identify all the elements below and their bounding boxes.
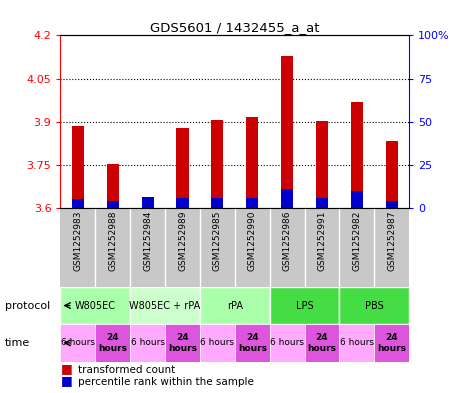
Bar <box>339 324 374 362</box>
Text: GSM1252984: GSM1252984 <box>143 211 152 271</box>
Text: protocol: protocol <box>5 301 50 310</box>
Text: 6 hours: 6 hours <box>340 338 374 347</box>
Bar <box>176 198 189 208</box>
Text: GSM1252991: GSM1252991 <box>318 211 326 271</box>
Text: ■: ■ <box>60 362 72 375</box>
Bar <box>176 128 189 208</box>
Text: LPS: LPS <box>296 301 313 310</box>
Bar <box>200 287 270 324</box>
Text: 24
hours: 24 hours <box>98 333 127 353</box>
Text: W805EC: W805EC <box>75 301 116 310</box>
Bar <box>106 201 119 208</box>
Bar <box>385 201 398 208</box>
Bar <box>385 141 398 208</box>
Text: PBS: PBS <box>365 301 384 310</box>
Text: 6 hours: 6 hours <box>270 338 304 347</box>
Bar <box>270 287 339 324</box>
Bar <box>141 197 154 208</box>
Bar <box>95 324 130 362</box>
Text: 24
hours: 24 hours <box>307 333 337 353</box>
Bar <box>130 324 165 362</box>
Bar <box>351 102 363 208</box>
Text: GSM1252983: GSM1252983 <box>73 211 82 271</box>
Bar <box>211 198 224 208</box>
Bar <box>270 324 305 362</box>
Text: GSM1252987: GSM1252987 <box>387 211 396 271</box>
Bar <box>339 287 409 324</box>
Text: rPA: rPA <box>227 301 243 310</box>
Bar <box>72 199 84 208</box>
Bar <box>316 198 328 208</box>
Text: transformed count: transformed count <box>78 365 175 375</box>
Text: 24
hours: 24 hours <box>168 333 197 353</box>
Title: GDS5601 / 1432455_a_at: GDS5601 / 1432455_a_at <box>150 21 319 34</box>
Bar <box>246 117 259 208</box>
Text: W805EC + rPA: W805EC + rPA <box>129 301 201 310</box>
Bar <box>305 324 339 362</box>
Text: 6 hours: 6 hours <box>200 338 234 347</box>
Bar <box>235 324 270 362</box>
Text: ■: ■ <box>60 374 72 387</box>
Text: GSM1252985: GSM1252985 <box>213 211 222 271</box>
Bar <box>281 55 293 208</box>
Bar <box>130 287 200 324</box>
Bar <box>374 324 409 362</box>
Text: time: time <box>5 338 30 348</box>
Bar <box>316 121 328 208</box>
Text: percentile rank within the sample: percentile rank within the sample <box>78 377 254 387</box>
Text: GSM1252986: GSM1252986 <box>283 211 292 271</box>
Bar <box>106 164 119 208</box>
Bar <box>281 189 293 208</box>
Text: GSM1252982: GSM1252982 <box>352 211 361 271</box>
Bar <box>211 120 224 208</box>
Bar <box>72 126 84 208</box>
Text: GSM1252988: GSM1252988 <box>108 211 117 271</box>
Text: GSM1252989: GSM1252989 <box>178 211 187 271</box>
Text: GSM1252990: GSM1252990 <box>248 211 257 271</box>
Bar <box>165 324 200 362</box>
Bar <box>60 324 95 362</box>
Text: 6 hours: 6 hours <box>131 338 165 347</box>
Text: 24
hours: 24 hours <box>377 333 406 353</box>
Text: 24
hours: 24 hours <box>238 333 267 353</box>
Text: 6 hours: 6 hours <box>61 338 95 347</box>
Bar <box>246 198 259 208</box>
Bar <box>200 324 235 362</box>
Bar <box>351 191 363 208</box>
Bar <box>60 287 130 324</box>
